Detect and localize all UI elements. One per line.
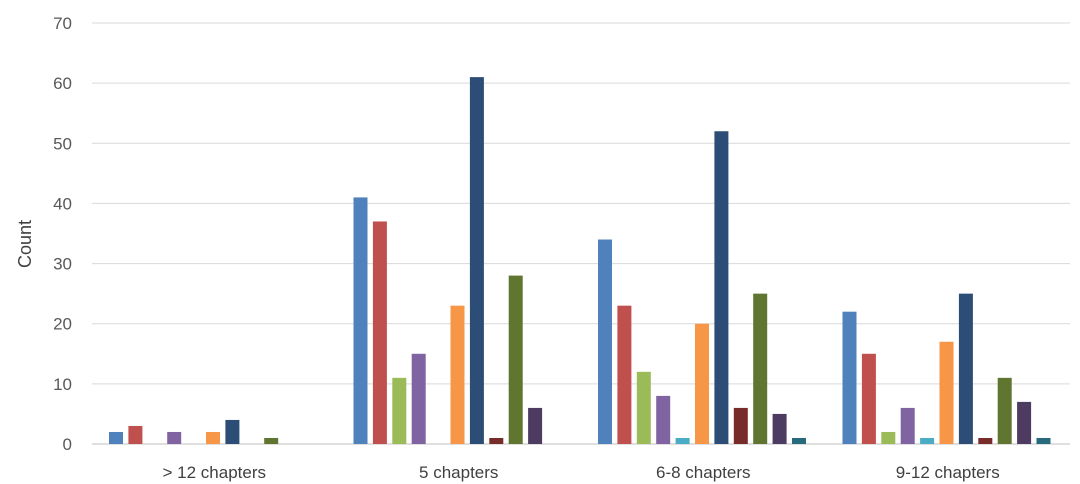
y-tick-label: 60 (53, 74, 72, 93)
bar (392, 377, 407, 444)
gridlines (92, 22, 1070, 445)
bar (675, 437, 690, 444)
x-category-label: 6-8 chapters (656, 463, 751, 482)
bar (842, 311, 857, 444)
bar (881, 431, 896, 444)
bar (997, 377, 1012, 444)
bar (772, 413, 787, 444)
x-category-label: > 12 chapters (163, 463, 267, 482)
bar (469, 77, 484, 444)
x-category-label: 9-12 chapters (896, 463, 1000, 482)
bar (792, 437, 806, 444)
x-axis-categories: > 12 chapters 5 chapters 6-8 chapters 9-12 … (163, 463, 1000, 482)
bar (528, 407, 543, 444)
bar (920, 437, 935, 444)
y-tick-label: 20 (53, 315, 72, 334)
bar (489, 437, 504, 444)
bar (206, 431, 220, 444)
y-axis-title: Count (15, 220, 35, 268)
bar (411, 353, 426, 444)
bar (450, 305, 465, 444)
bar (695, 323, 709, 444)
bar (598, 239, 612, 444)
bar (656, 395, 671, 444)
bar (617, 305, 632, 444)
bar (900, 407, 915, 444)
bar (372, 221, 387, 444)
bar (1017, 401, 1032, 444)
bar (353, 197, 368, 444)
bar (109, 431, 123, 444)
x-category-label: 5 chapters (419, 463, 498, 482)
bar (264, 437, 279, 444)
y-tick-label: 40 (53, 194, 72, 213)
bar (733, 407, 748, 444)
bar (861, 353, 876, 444)
y-tick-label: 30 (53, 255, 72, 274)
y-tick-label: 0 (63, 435, 72, 454)
bar (508, 275, 523, 444)
y-tick-label: 70 (53, 14, 72, 33)
bar (636, 371, 651, 444)
bar (128, 425, 143, 444)
y-tick-label: 50 (53, 134, 72, 153)
bar (939, 341, 954, 444)
bar (714, 131, 729, 444)
bar (1036, 437, 1051, 444)
bars (109, 77, 1051, 444)
y-axis-ticks: 0 10 20 30 40 50 60 70 (53, 14, 72, 454)
bar (978, 437, 993, 444)
y-tick-label: 10 (53, 375, 72, 394)
bar (167, 431, 182, 444)
bar (225, 419, 240, 444)
bar (753, 293, 768, 444)
bar (958, 293, 973, 444)
